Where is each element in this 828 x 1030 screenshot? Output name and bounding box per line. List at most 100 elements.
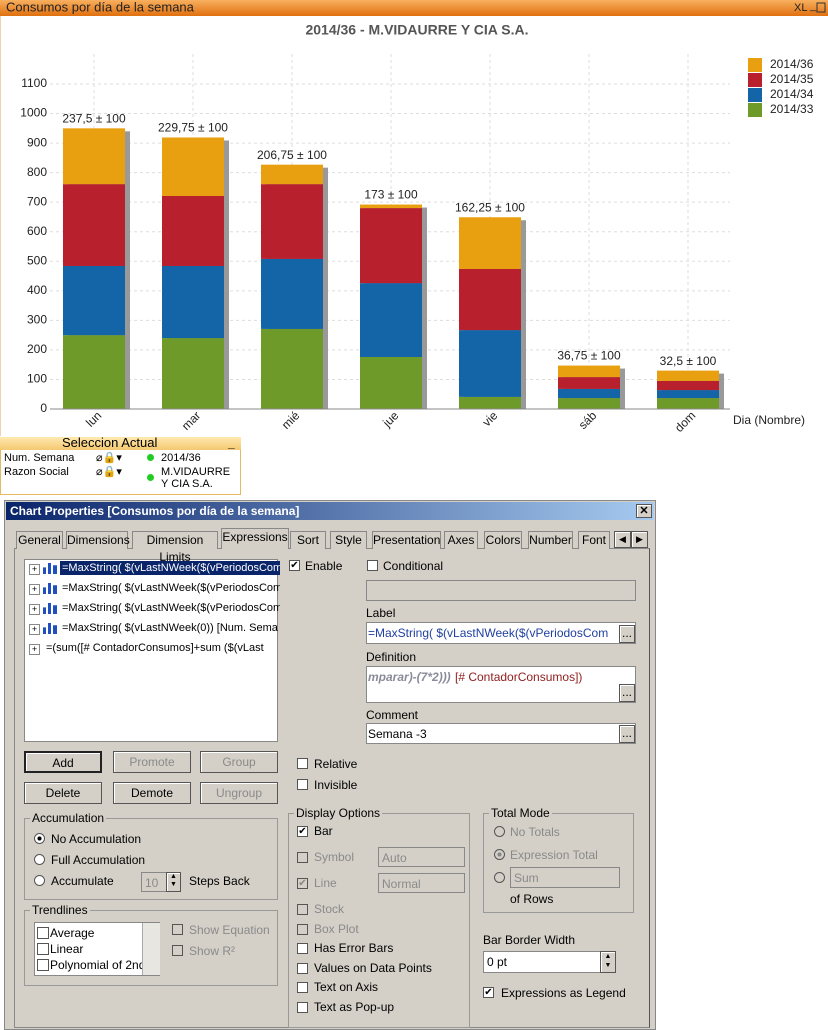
check[interactable] xyxy=(172,924,183,935)
radio[interactable] xyxy=(494,849,505,860)
expression[interactable]: =MaxString( $(vLastNWeek($(vPeriodosCom xyxy=(62,602,280,614)
check[interactable] xyxy=(37,959,49,971)
invisible-check[interactable] xyxy=(297,779,308,790)
check[interactable]: ✔ xyxy=(297,878,308,889)
radio[interactable] xyxy=(34,875,45,886)
x-tick-label: vie xyxy=(480,408,501,429)
check[interactable] xyxy=(297,963,308,974)
tab[interactable]: General xyxy=(16,531,63,549)
expand[interactable]: + xyxy=(29,644,40,655)
ungroup-button[interactable]: Ungroup xyxy=(200,782,278,804)
option: No Totals xyxy=(510,825,560,839)
y-tick-label: 600 xyxy=(27,224,47,238)
add-button[interactable]: Add xyxy=(24,751,102,773)
expression[interactable]: =MaxString( $(vLastNWeek($(vPeriodosCom xyxy=(62,582,280,594)
check[interactable] xyxy=(297,852,308,863)
expression[interactable]: =MaxString( $(vLastNWeek(0)) [Num. Sema xyxy=(62,622,278,634)
radio[interactable] xyxy=(34,833,45,844)
spinner[interactable]: ▲ ▼ xyxy=(166,872,181,892)
display-option: Text on Axis xyxy=(314,980,379,994)
definition-input[interactable]: mparar)-(7*2))) [# ContadorConsumos]) xyxy=(366,666,636,703)
tab-left[interactable]: ◀ xyxy=(614,531,631,548)
close-button[interactable]: ✕ xyxy=(636,504,652,518)
tab[interactable]: Font xyxy=(578,531,610,549)
label-caption: Label xyxy=(366,606,396,620)
check[interactable] xyxy=(297,904,308,915)
spinner[interactable]: ▲ ▼ xyxy=(600,951,616,973)
comment-input[interactable]: Semana -3 xyxy=(366,723,636,744)
radio[interactable] xyxy=(494,826,505,837)
relative-check[interactable] xyxy=(297,758,308,769)
display-options-group xyxy=(288,813,470,1028)
expand[interactable]: + xyxy=(29,584,40,595)
tab[interactable]: Number xyxy=(528,531,573,549)
tab[interactable]: Sort xyxy=(290,531,326,549)
check[interactable]: ✔ xyxy=(297,826,308,837)
show-equation: Show Equation xyxy=(189,923,270,937)
tab-right[interactable]: ▶ xyxy=(631,531,648,548)
trendline: Linear xyxy=(50,942,84,956)
minimize[interactable]: _ xyxy=(809,0,817,12)
bar-segment xyxy=(360,357,422,409)
tab[interactable]: Dimension Limits xyxy=(132,531,218,564)
ellipsis[interactable]: ... xyxy=(619,684,635,702)
trendline-list xyxy=(34,922,160,976)
expression-list xyxy=(24,559,278,742)
line-select[interactable]: Normal xyxy=(378,873,465,893)
bar-segment xyxy=(459,330,521,397)
icons[interactable]: ⌀🔒▾ xyxy=(96,452,122,464)
delete-button[interactable]: Delete xyxy=(24,782,102,804)
bar-segment xyxy=(657,370,719,381)
bar-border-input[interactable]: 0 pt xyxy=(483,951,601,973)
trendlines-group xyxy=(24,910,278,986)
check[interactable] xyxy=(172,945,183,956)
expand[interactable]: + xyxy=(29,624,40,635)
check[interactable] xyxy=(297,1002,308,1013)
enable-check[interactable]: ✔ xyxy=(289,560,300,571)
tab[interactable]: Expressions xyxy=(221,528,289,549)
maximize[interactable] xyxy=(816,2,826,13)
expand[interactable]: + xyxy=(29,564,40,575)
tab[interactable]: Colors xyxy=(484,531,522,549)
group-button[interactable]: Group xyxy=(200,751,278,773)
total-mode-title: Total Mode xyxy=(489,806,552,820)
total-mode-group xyxy=(483,813,634,913)
sum-select[interactable]: Sum xyxy=(510,867,620,888)
check[interactable] xyxy=(297,982,308,993)
check[interactable] xyxy=(37,943,49,955)
trendlines-title: Trendlines xyxy=(30,903,90,917)
bar-segment xyxy=(162,137,224,196)
expand[interactable]: + xyxy=(29,604,40,615)
symbol-select[interactable]: Auto xyxy=(378,847,465,867)
expression[interactable]: =MaxString( $(vLastNWeek($(vPeriodosCom xyxy=(60,561,280,575)
xl-button[interactable]: XL xyxy=(794,2,807,14)
radio[interactable] xyxy=(494,872,505,883)
selection-title: Seleccion Actual xyxy=(62,435,158,450)
expression[interactable]: =(sum([# ContadorConsumos]+sum ($(vLastN… xyxy=(46,642,264,654)
steps-input[interactable]: 10 xyxy=(141,872,167,892)
icons[interactable]: ⌀🔒▾ xyxy=(96,466,122,478)
bar-segment xyxy=(63,128,125,185)
bar-segment xyxy=(261,328,323,409)
ellipsis[interactable]: ... xyxy=(619,725,635,743)
field: Num. Semana xyxy=(4,452,75,464)
display-option: Box Plot xyxy=(314,922,359,936)
promote-button[interactable]: Promote xyxy=(113,751,191,773)
tab[interactable]: Presentation xyxy=(372,531,441,549)
demote-button[interactable]: Demote xyxy=(113,782,191,804)
tab[interactable]: Style xyxy=(330,531,367,549)
radio[interactable] xyxy=(34,854,45,865)
selection-minimize[interactable]: _ xyxy=(228,436,235,450)
display-option: Bar xyxy=(314,824,333,838)
legend-check[interactable]: ✔ xyxy=(483,987,494,998)
label-input[interactable]: =MaxString( $(vLastNWeek($(vPeriodosCom xyxy=(366,622,636,644)
ellipsis[interactable]: ... xyxy=(619,625,635,643)
tab[interactable]: Dimensions xyxy=(66,531,130,549)
conditional-check[interactable] xyxy=(367,560,378,571)
check[interactable] xyxy=(37,927,49,939)
check[interactable] xyxy=(297,943,308,954)
tab[interactable]: Axes xyxy=(444,531,478,549)
bar-segment xyxy=(558,377,620,389)
check[interactable] xyxy=(297,924,308,935)
